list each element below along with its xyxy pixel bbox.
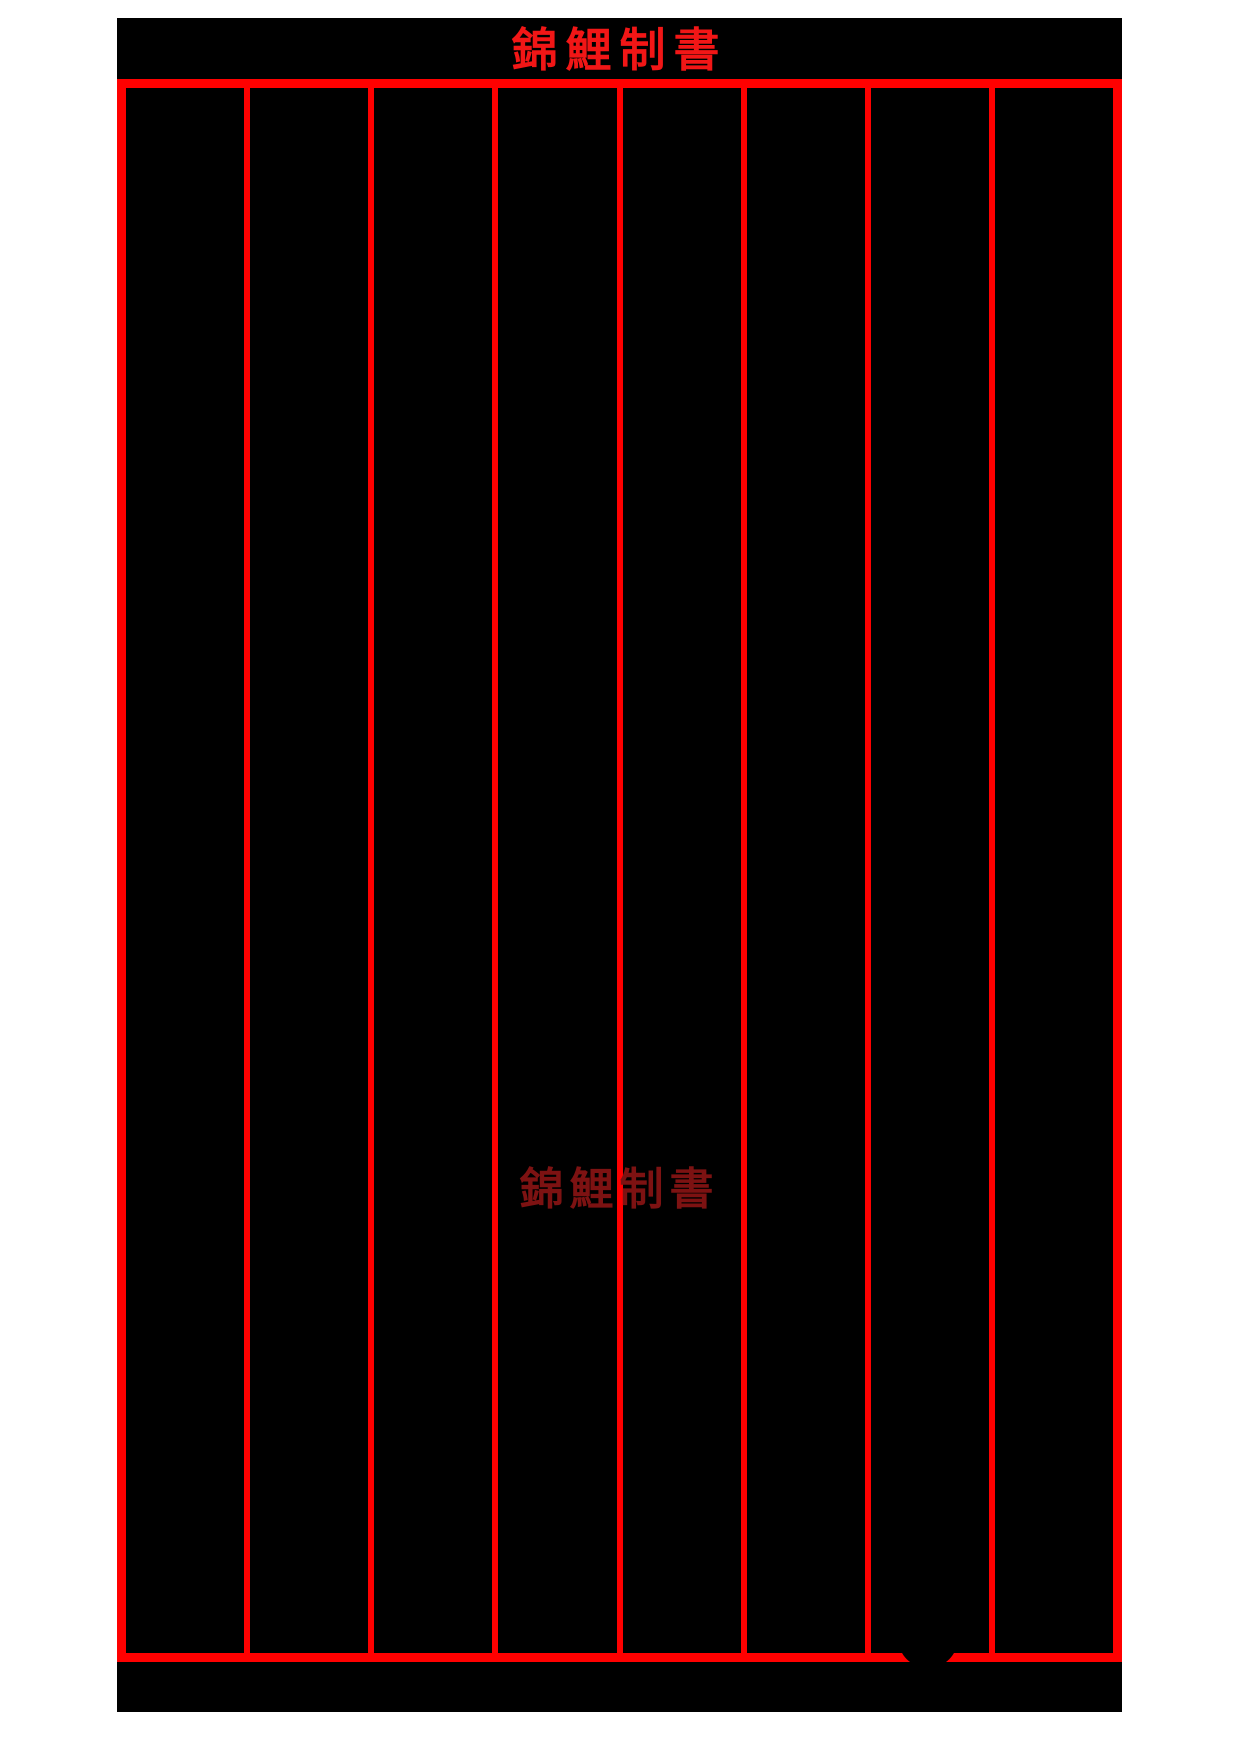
writing-grid (117, 79, 1122, 1662)
sheet-watermark: 錦鯉制書 (519, 1165, 720, 1214)
title-band: 錦鯉制書 (117, 18, 1122, 79)
grid-column (498, 88, 623, 1653)
grid-column (623, 88, 747, 1653)
grid-column (374, 88, 499, 1653)
ink-dot (898, 1608, 958, 1668)
grid-column (871, 88, 995, 1653)
grid-column (126, 88, 251, 1653)
grid-column (995, 88, 1113, 1653)
sheet-title: 錦鯉制書 (511, 24, 728, 76)
grid-column (250, 88, 375, 1653)
calligraphy-page: 錦鯉制書 錦鯉制書 (117, 18, 1122, 1712)
grid-column (747, 88, 871, 1653)
